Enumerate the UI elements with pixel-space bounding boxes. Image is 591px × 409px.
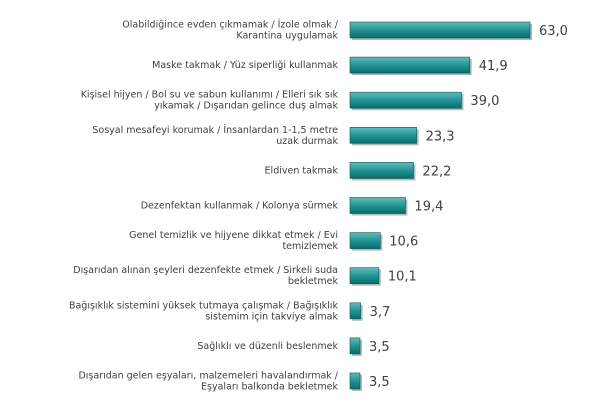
category-label-line: uzak durmak bbox=[276, 136, 338, 147]
bar bbox=[350, 373, 360, 389]
category-label-line: Dışarıdan alınan şeyleri dezenfekte etme… bbox=[73, 265, 338, 276]
category-label-line: Kişisel hijyen / Bol su ve sabun kullanı… bbox=[81, 90, 339, 101]
category-label-line: Sağlıklı ve düzenli beslenmek bbox=[197, 341, 338, 352]
bar bbox=[350, 22, 530, 38]
category-label-line: bekletmek bbox=[288, 276, 339, 287]
labels-layer: 63,0 Olabildiğince evden çıkmamak / İzole… bbox=[69, 20, 568, 393]
category-label: Dışarıdan alınan şeyleri dezenfekte etme… bbox=[73, 265, 338, 287]
category-label-line: Sosyal mesafeyi korumak / İnsanlardan 1-… bbox=[92, 125, 338, 136]
value-label: 23,3 bbox=[426, 129, 455, 144]
value-label: 3,5 bbox=[369, 340, 390, 355]
value-label: 41,9 bbox=[479, 59, 508, 74]
category-label-line: yıkamak / Dışarıdan gelince duş almak bbox=[154, 101, 338, 112]
category-label-line: Dezenfektan kullanmak / Kolonya sürmek bbox=[141, 201, 339, 212]
category-label: Eldiven takmak bbox=[265, 165, 339, 176]
category-label: Dezenfektan kullanmak / Kolonya sürmek bbox=[141, 201, 339, 212]
value-label: 22,2 bbox=[422, 164, 451, 179]
value-label: 19,4 bbox=[414, 200, 443, 215]
bar bbox=[350, 338, 360, 354]
category-label: Bağışıklık sistemini yüksek tutmaya çalı… bbox=[69, 300, 339, 322]
category-label: Kişisel hijyen / Bol su ve sabun kullanı… bbox=[81, 90, 339, 112]
value-label: 10,1 bbox=[388, 270, 417, 285]
bar bbox=[350, 162, 413, 178]
category-label-line: Eşyaları balkonda bekletmek bbox=[201, 382, 338, 393]
category-label: Olabildiğince evden çıkmamak / İzole olm… bbox=[122, 20, 338, 42]
bar bbox=[350, 127, 417, 143]
category-label-line: Genel temizlik ve hijyene dikkat etmek /… bbox=[129, 230, 338, 241]
category-label-line: Dışarıdan gelen eşyaları, malzemeleri ha… bbox=[78, 371, 338, 382]
category-label-line: Olabildiğince evden çıkmamak / İzole olm… bbox=[122, 20, 338, 31]
category-label: Maske takmak / Yüz siperliği kullanmak bbox=[152, 60, 338, 71]
category-label: Sosyal mesafeyi korumak / İnsanlardan 1-… bbox=[92, 125, 338, 147]
category-label-line: Maske takmak / Yüz siperliği kullanmak bbox=[152, 60, 338, 71]
bar bbox=[350, 92, 461, 108]
value-label: 3,7 bbox=[370, 305, 391, 320]
category-label-line: sistemim için takviye almak bbox=[205, 311, 338, 322]
bar bbox=[350, 303, 361, 319]
category-label-line: Karantina uygulamak bbox=[236, 31, 338, 42]
bar bbox=[350, 57, 470, 73]
category-label: Dışarıdan gelen eşyaları, malzemeleri ha… bbox=[78, 371, 338, 393]
bar bbox=[350, 268, 379, 284]
bar bbox=[350, 233, 380, 249]
category-label-line: Bağışıklık sistemini yüksek tutmaya çalı… bbox=[69, 300, 339, 311]
category-label-line: temizlemek bbox=[282, 241, 338, 252]
category-label-line: Eldiven takmak bbox=[265, 165, 339, 176]
bar bbox=[350, 198, 405, 214]
value-label: 39,0 bbox=[470, 94, 499, 109]
category-label: Sağlıklı ve düzenli beslenmek bbox=[197, 341, 338, 352]
value-label: 3,5 bbox=[369, 375, 390, 390]
value-label: 63,0 bbox=[539, 24, 568, 39]
category-label: Genel temizlik ve hijyene dikkat etmek /… bbox=[129, 230, 338, 252]
value-label: 10,6 bbox=[389, 235, 418, 250]
